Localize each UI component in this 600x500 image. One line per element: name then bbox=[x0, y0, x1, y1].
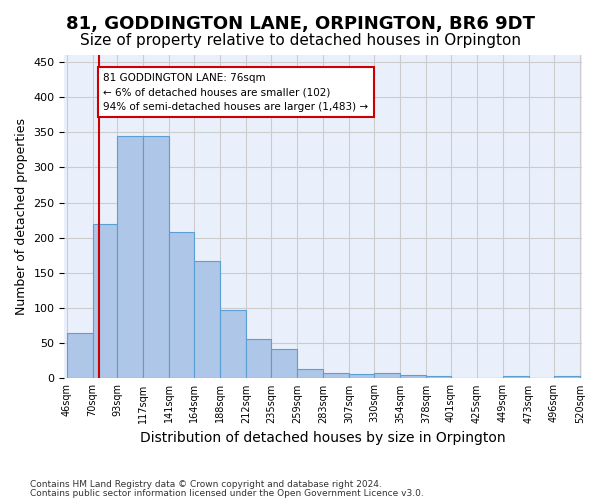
Bar bbox=[247, 339, 271, 378]
Bar bbox=[143, 136, 169, 378]
Bar bbox=[400, 375, 426, 378]
Bar bbox=[271, 349, 297, 378]
Bar bbox=[297, 370, 323, 378]
Bar bbox=[349, 374, 374, 378]
Text: 81 GODDINGTON LANE: 76sqm
← 6% of detached houses are smaller (102)
94% of semi-: 81 GODDINGTON LANE: 76sqm ← 6% of detach… bbox=[103, 72, 368, 112]
Text: 81, GODDINGTON LANE, ORPINGTON, BR6 9DT: 81, GODDINGTON LANE, ORPINGTON, BR6 9DT bbox=[65, 15, 535, 33]
Text: Size of property relative to detached houses in Orpington: Size of property relative to detached ho… bbox=[79, 32, 521, 48]
Bar bbox=[169, 232, 194, 378]
Bar bbox=[554, 376, 580, 378]
Bar bbox=[92, 224, 118, 378]
Bar bbox=[220, 310, 247, 378]
Bar bbox=[323, 373, 349, 378]
X-axis label: Distribution of detached houses by size in Orpington: Distribution of detached houses by size … bbox=[140, 431, 506, 445]
Bar bbox=[426, 376, 451, 378]
Text: Contains HM Land Registry data © Crown copyright and database right 2024.: Contains HM Land Registry data © Crown c… bbox=[30, 480, 382, 489]
Y-axis label: Number of detached properties: Number of detached properties bbox=[15, 118, 28, 315]
Bar bbox=[374, 373, 400, 378]
Bar bbox=[503, 376, 529, 378]
Bar bbox=[194, 261, 220, 378]
Text: Contains public sector information licensed under the Open Government Licence v3: Contains public sector information licen… bbox=[30, 488, 424, 498]
Bar bbox=[67, 332, 92, 378]
Bar bbox=[118, 136, 143, 378]
